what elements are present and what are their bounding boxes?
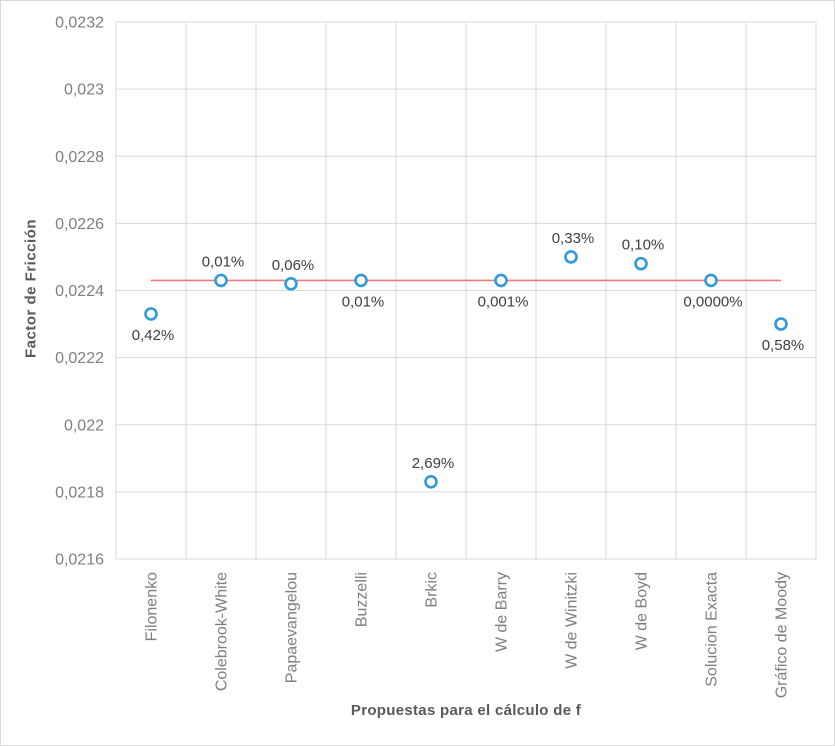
data-point-marker bbox=[564, 250, 578, 264]
y-tick-label: 0,0218 bbox=[55, 484, 104, 501]
y-tick-label: 0,0222 bbox=[55, 350, 104, 367]
data-point-label: 0,58% bbox=[762, 337, 805, 354]
data-point-label: 0,01% bbox=[342, 293, 385, 310]
data-point-marker bbox=[144, 307, 158, 321]
y-tick-label: 0,0224 bbox=[55, 283, 104, 300]
y-tick-label: 0,0226 bbox=[55, 216, 104, 233]
data-point-marker bbox=[424, 475, 438, 489]
y-tick-label: 0,0232 bbox=[55, 15, 104, 32]
data-point-label: 0,001% bbox=[478, 293, 529, 310]
x-category-label: Gráfico de Moody bbox=[774, 572, 791, 698]
x-category-label: Colebrook-White bbox=[214, 572, 231, 691]
x-category-label: Papaevangelou bbox=[284, 572, 301, 683]
data-point-marker bbox=[494, 273, 508, 288]
data-point-label: 0,06% bbox=[272, 257, 315, 274]
x-category-label: Buzzelli bbox=[354, 572, 371, 627]
data-point-label: 0,33% bbox=[552, 230, 595, 247]
data-point-label: 0,01% bbox=[202, 253, 245, 270]
data-point-marker bbox=[704, 273, 718, 288]
data-point-label: 2,69% bbox=[412, 455, 455, 472]
x-category-label: Filonenko bbox=[144, 572, 161, 641]
data-point-label: 0,0000% bbox=[683, 293, 742, 310]
y-tick-label: 0,022 bbox=[64, 417, 104, 434]
data-point-label: 0,42% bbox=[132, 327, 175, 344]
x-category-label: Brkic bbox=[424, 572, 441, 608]
x-category-label: W de Boyd bbox=[634, 572, 651, 650]
y-tick-label: 0,023 bbox=[64, 82, 104, 99]
x-category-label: Solucion Exacta bbox=[704, 572, 721, 687]
data-point-marker bbox=[634, 256, 648, 271]
y-tick-label: 0,0216 bbox=[55, 552, 104, 569]
y-axis-title: Factor de Fricción bbox=[22, 218, 40, 359]
data-point-marker bbox=[354, 273, 368, 288]
data-point-marker bbox=[284, 276, 298, 291]
x-category-label: W de Barry bbox=[494, 572, 511, 652]
data-point-label: 0,10% bbox=[622, 237, 665, 254]
y-tick-label: 0,0228 bbox=[55, 149, 104, 166]
x-category-label: W de Winitzki bbox=[564, 572, 581, 669]
data-point-marker bbox=[214, 273, 228, 288]
x-axis-title: Propuestas para el cálculo de f bbox=[350, 702, 582, 719]
data-point-marker bbox=[774, 317, 788, 331]
